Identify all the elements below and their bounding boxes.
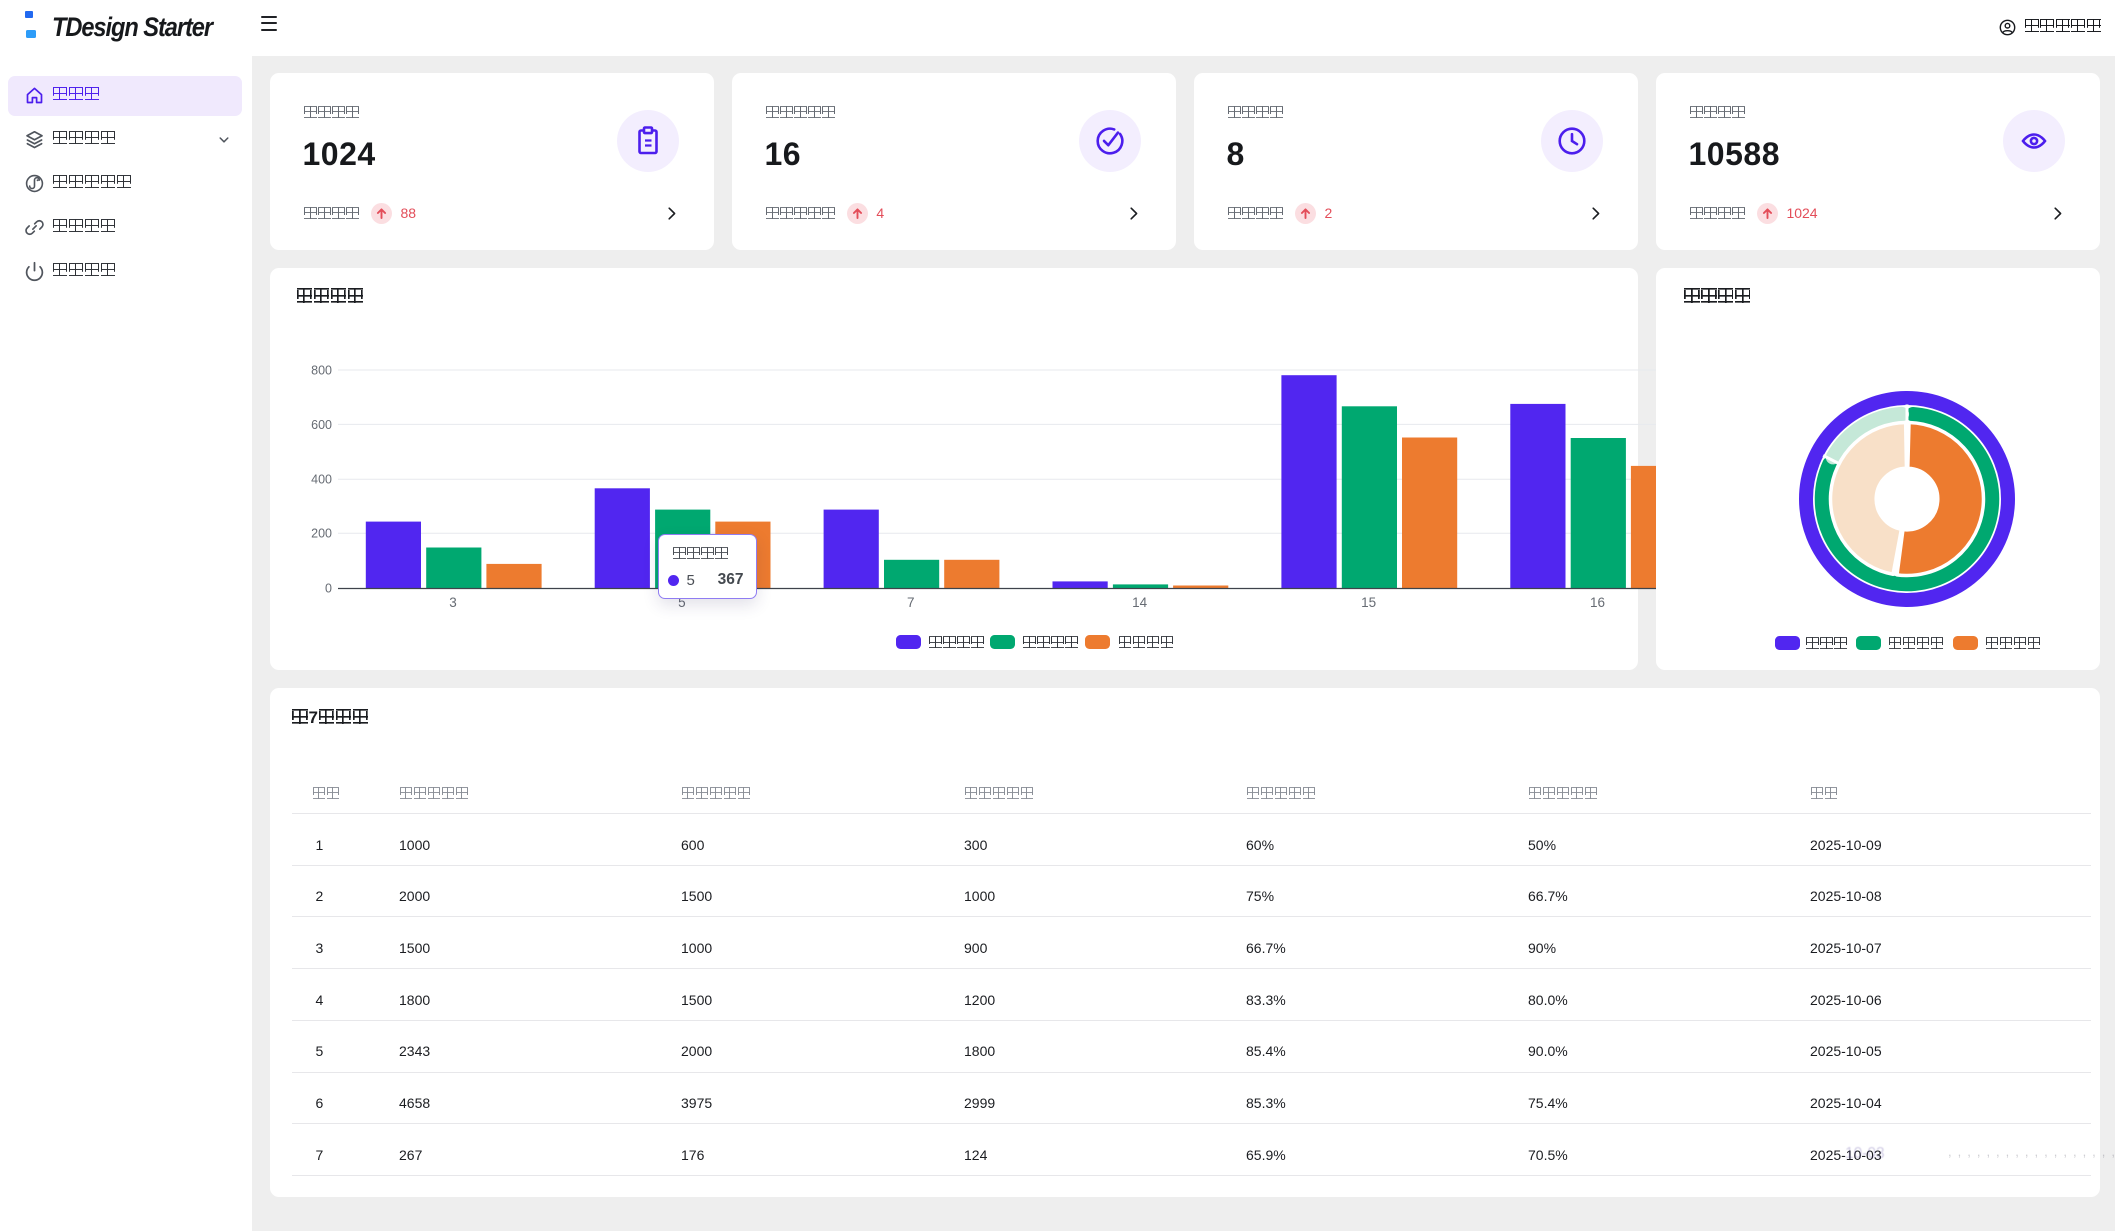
svg-text:16: 16 (1589, 595, 1604, 610)
svg-text:0: 0 (325, 581, 332, 595)
svg-text:14: 14 (1132, 595, 1148, 610)
svg-text:5: 5 (678, 595, 686, 610)
svg-text:7: 7 (907, 595, 915, 610)
svg-text:400: 400 (311, 473, 332, 487)
svg-text:800: 800 (311, 363, 332, 377)
svg-text:200: 200 (311, 527, 332, 541)
svg-text:15: 15 (1361, 595, 1376, 610)
svg-text:600: 600 (311, 418, 332, 432)
svg-text:3: 3 (449, 595, 457, 610)
